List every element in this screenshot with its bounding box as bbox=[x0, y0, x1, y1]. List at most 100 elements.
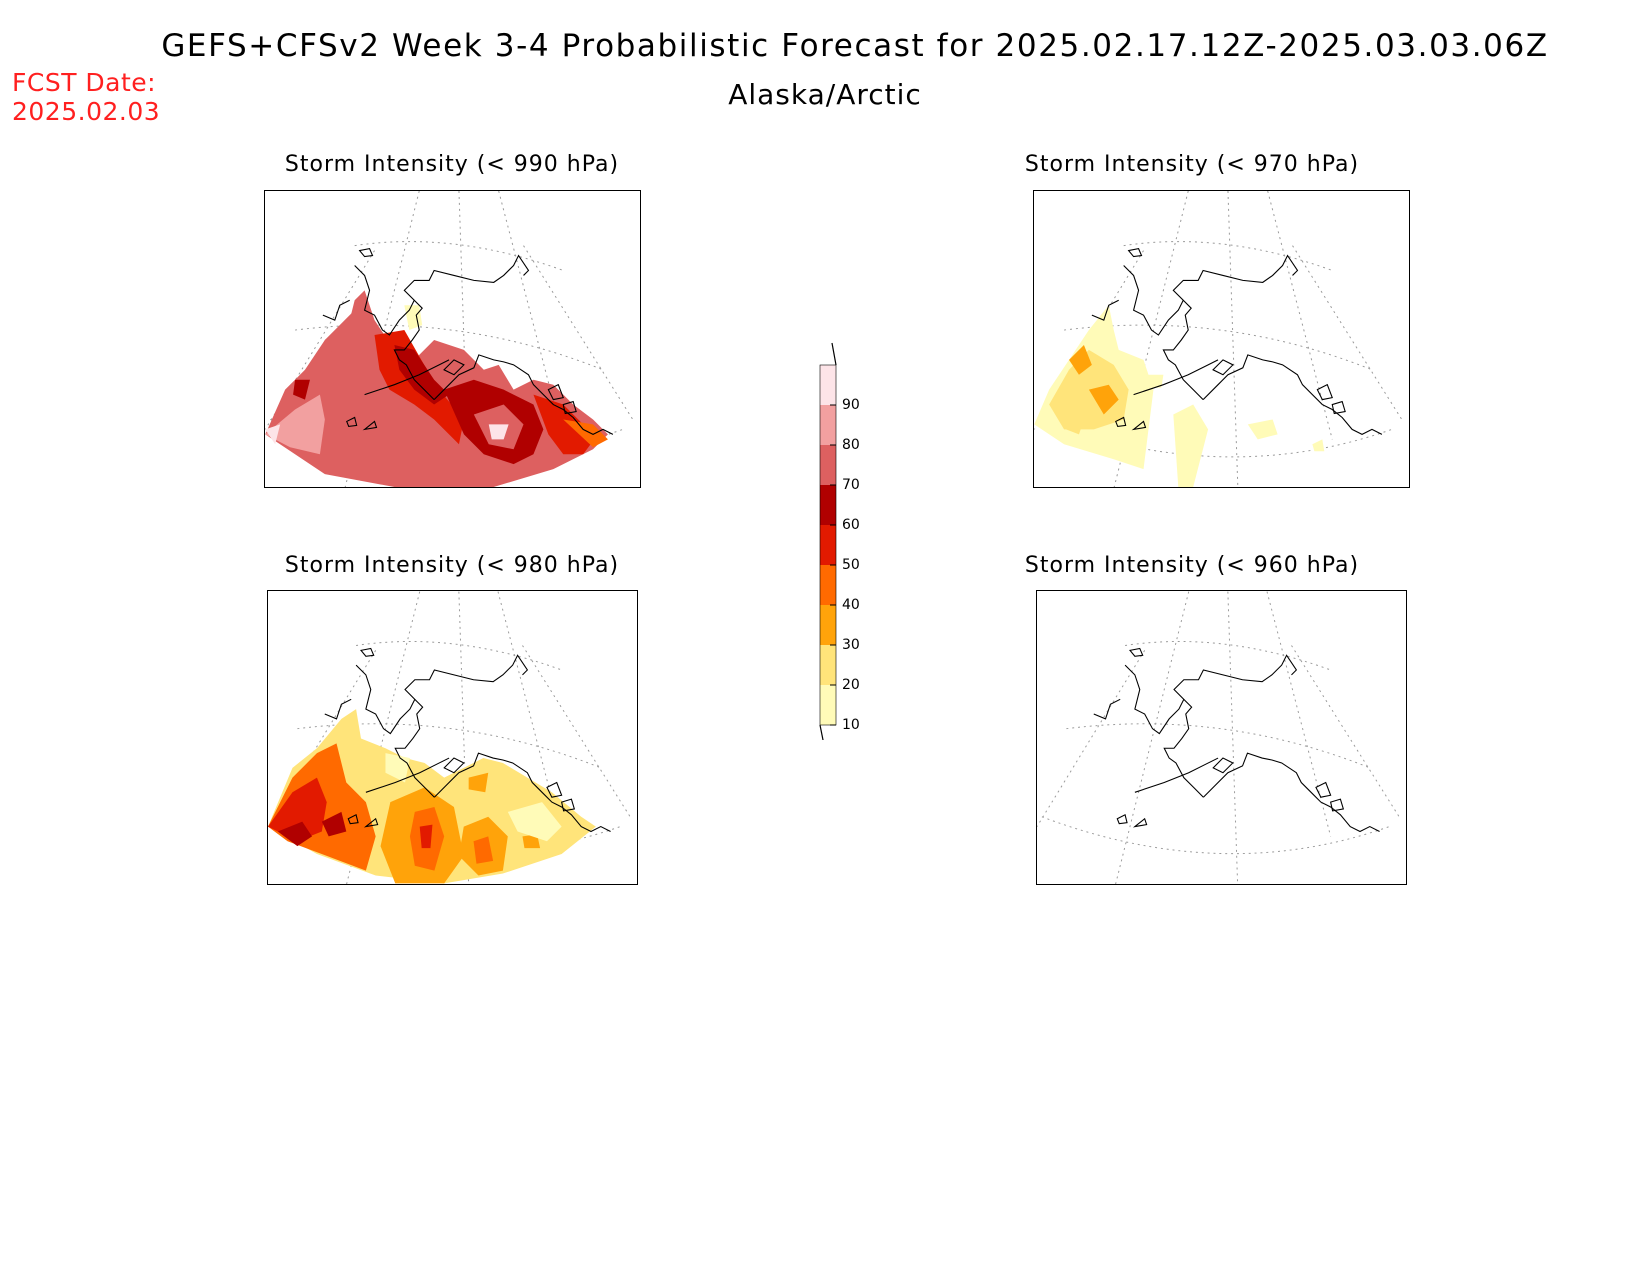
coastline bbox=[1116, 814, 1128, 825]
graticule-line bbox=[1227, 191, 1239, 487]
graticule-line bbox=[1064, 324, 1373, 371]
fill-region bbox=[1173, 404, 1209, 487]
graticule-line bbox=[1292, 245, 1403, 420]
coastline bbox=[1212, 359, 1234, 376]
region-subtitle: Alaska/Arctic bbox=[728, 78, 922, 111]
coastline bbox=[1203, 752, 1380, 833]
coastline bbox=[359, 647, 375, 657]
coastline bbox=[1091, 299, 1119, 321]
map-panel-970 bbox=[1033, 190, 1410, 488]
graticule-line bbox=[458, 191, 470, 487]
coastline bbox=[1331, 400, 1346, 415]
map-panel-980 bbox=[267, 590, 638, 885]
colorbar-swatch bbox=[820, 605, 836, 645]
main-title: GEFS+CFSv2 Week 3-4 Probabilistic Foreca… bbox=[161, 28, 1549, 64]
panel-title-980: Storm Intensity (< 980 hPa) bbox=[284, 553, 620, 578]
colorbar-outline bbox=[819, 364, 837, 726]
fill-region bbox=[277, 821, 313, 847]
forecast-date-block: FCST Date: 2025.02.03 bbox=[12, 68, 160, 126]
coastline bbox=[1134, 757, 1219, 793]
graticule-line bbox=[1066, 723, 1370, 769]
colorbar-swatch bbox=[820, 405, 836, 445]
coastline bbox=[1123, 254, 1299, 336]
colorbar-tick-label: 10 bbox=[842, 717, 860, 733]
fill-region bbox=[468, 772, 489, 793]
coastline bbox=[355, 654, 529, 735]
graticule-line bbox=[297, 723, 601, 769]
colorbar-swatch bbox=[820, 685, 836, 725]
coastline bbox=[324, 698, 352, 720]
coastline bbox=[547, 383, 564, 401]
coastline bbox=[394, 698, 435, 798]
fill-region bbox=[533, 394, 599, 455]
colorbar-swatch bbox=[820, 645, 836, 685]
colorbar-svg: 10 20 30 40 50 60 70 80 90 bbox=[819, 342, 860, 756]
coastline bbox=[346, 416, 358, 428]
coastline bbox=[546, 781, 563, 798]
coastline bbox=[562, 400, 577, 415]
fill-region bbox=[1088, 384, 1119, 415]
coastline bbox=[1163, 698, 1204, 798]
colorbar-tick-label: 40 bbox=[842, 597, 860, 613]
coastline bbox=[393, 299, 435, 400]
coastline bbox=[1212, 757, 1234, 774]
graticule-line bbox=[1125, 641, 1331, 671]
colorbar-swatch bbox=[820, 565, 836, 605]
fill-region bbox=[1247, 419, 1278, 440]
fill-region bbox=[488, 424, 509, 440]
fill-region bbox=[522, 834, 541, 849]
map-panel-990 bbox=[264, 190, 641, 488]
map-980-svg bbox=[268, 591, 631, 884]
graticule-line bbox=[1041, 816, 1390, 855]
fill-region bbox=[563, 419, 608, 448]
coastline bbox=[1202, 354, 1383, 435]
coastline bbox=[434, 752, 611, 833]
colorbar: 10 20 30 40 50 60 70 80 90 bbox=[812, 330, 882, 756]
colorbar-tick-label: 50 bbox=[842, 557, 860, 573]
fill-region bbox=[265, 394, 325, 455]
fill-region bbox=[321, 811, 347, 837]
graticule-line bbox=[523, 245, 634, 420]
graticule-line bbox=[497, 591, 563, 837]
coastline bbox=[1124, 654, 1298, 735]
coastline bbox=[1162, 299, 1204, 400]
coastline bbox=[364, 359, 450, 396]
coastline bbox=[443, 359, 465, 376]
colorbar-top-tip bbox=[831, 342, 837, 366]
graticule-line bbox=[498, 191, 564, 440]
coastline bbox=[1133, 359, 1219, 396]
graticule-line bbox=[295, 324, 604, 371]
coastline bbox=[1115, 416, 1127, 428]
coastline bbox=[560, 798, 576, 812]
coastline bbox=[433, 354, 614, 435]
colorbar-tick-label: 60 bbox=[842, 517, 860, 533]
graticule-line bbox=[1266, 591, 1332, 837]
forecast-date-label: FCST Date: bbox=[12, 68, 157, 97]
coastline bbox=[1315, 781, 1332, 798]
panel-title-960: Storm Intensity (< 960 hPa) bbox=[1024, 553, 1360, 578]
coastline bbox=[1093, 698, 1121, 720]
colorbar-tick-label: 90 bbox=[842, 397, 860, 413]
fill-region bbox=[1312, 439, 1325, 452]
fill-region bbox=[394, 344, 450, 405]
fill-region bbox=[1069, 344, 1092, 375]
colorbar-swatch bbox=[820, 525, 836, 565]
coastline bbox=[1131, 420, 1147, 431]
map-990-svg bbox=[265, 191, 634, 487]
fill-region bbox=[324, 300, 365, 355]
coastline bbox=[365, 757, 450, 793]
coastline bbox=[358, 247, 374, 258]
forecast-date-value: 2025.02.03 bbox=[12, 97, 161, 126]
coastline bbox=[354, 254, 530, 336]
colorbar-tick-label: 70 bbox=[842, 477, 860, 493]
colorbar-tick-label: 80 bbox=[842, 437, 860, 453]
colorbar-bottom-tip bbox=[819, 724, 827, 756]
graticule-line bbox=[356, 641, 562, 671]
graticule-line bbox=[1037, 650, 1146, 827]
fill-region bbox=[268, 777, 327, 842]
coastline bbox=[347, 814, 359, 825]
coastline bbox=[362, 420, 378, 431]
coastline bbox=[1128, 647, 1144, 657]
coastline bbox=[322, 299, 350, 321]
colorbar-swatch bbox=[820, 485, 836, 525]
